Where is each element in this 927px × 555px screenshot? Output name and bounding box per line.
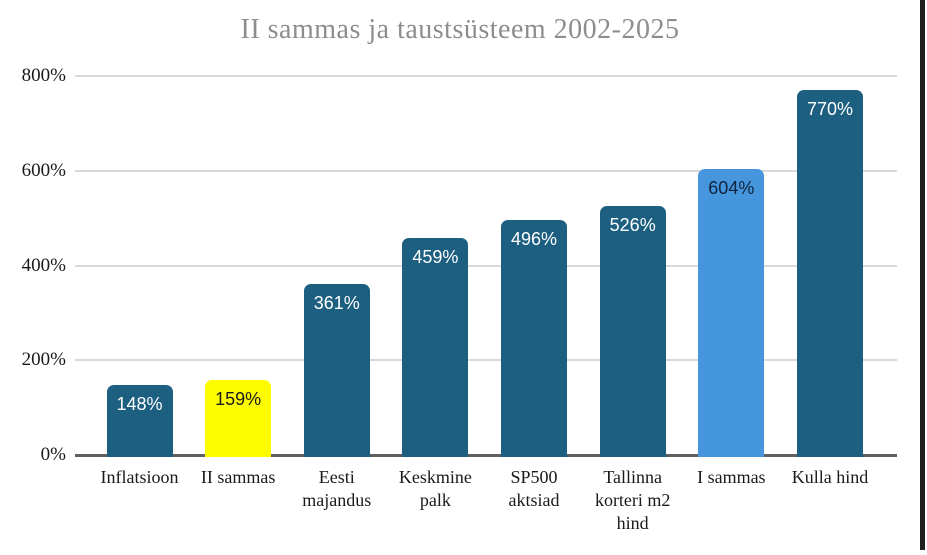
bar-sp500-aktsiad: 496% [501,220,568,457]
bar-ii-sammas: 159% [205,379,272,457]
chart-title: II sammas ja taustsüsteem 2002-2025 [240,14,680,45]
bar-kulla-hind: 770% [796,90,863,457]
x-axis-category-label: Keskmine palk [398,467,472,510]
y-axis-tick-label: 600% [21,159,66,181]
bar-inflatsioon: 148% [106,384,173,457]
bar-tallinna-korteri-m2-hind: 526% [599,205,666,457]
x-axis-category-label: I sammas [697,467,766,487]
bar-value-label: 361% [313,292,360,313]
bar-value-label: 526% [609,214,656,235]
gridline [75,359,897,362]
y-axis-tick-label: 400% [21,254,66,276]
x-axis-category-label: Eesti majandus [302,467,372,510]
bar-value-label: 604% [708,177,755,198]
y-axis-tick-label: 0% [40,444,66,465]
x-axis-baseline [75,454,897,457]
screen-right-edge [920,0,925,550]
bar-eesti-majandus: 361% [303,283,370,457]
bar-value-label: 459% [412,246,459,267]
bar-value-label: 496% [511,229,558,250]
bar-keskmine-palk: 459% [402,237,469,457]
bar-value-label: 148% [116,393,163,414]
gridline [75,75,897,77]
y-axis-tick-label: 200% [21,349,66,371]
bar-value-label: 770% [806,99,853,120]
gridline [75,169,897,172]
x-axis-category-label: SP500 aktsiad [508,467,560,510]
bar-value-label: 159% [215,388,262,409]
x-axis-category-label: Inflatsioon [100,467,179,487]
gridline [75,264,897,267]
y-axis-tick-label: 800% [21,65,66,86]
bar-i-sammas: 604% [698,168,765,457]
x-axis-category-label: II sammas [200,467,276,487]
x-axis-category-label: Kulla hind [791,467,869,487]
x-axis-category-label: Tallinna korteri m2 hind [594,467,671,533]
